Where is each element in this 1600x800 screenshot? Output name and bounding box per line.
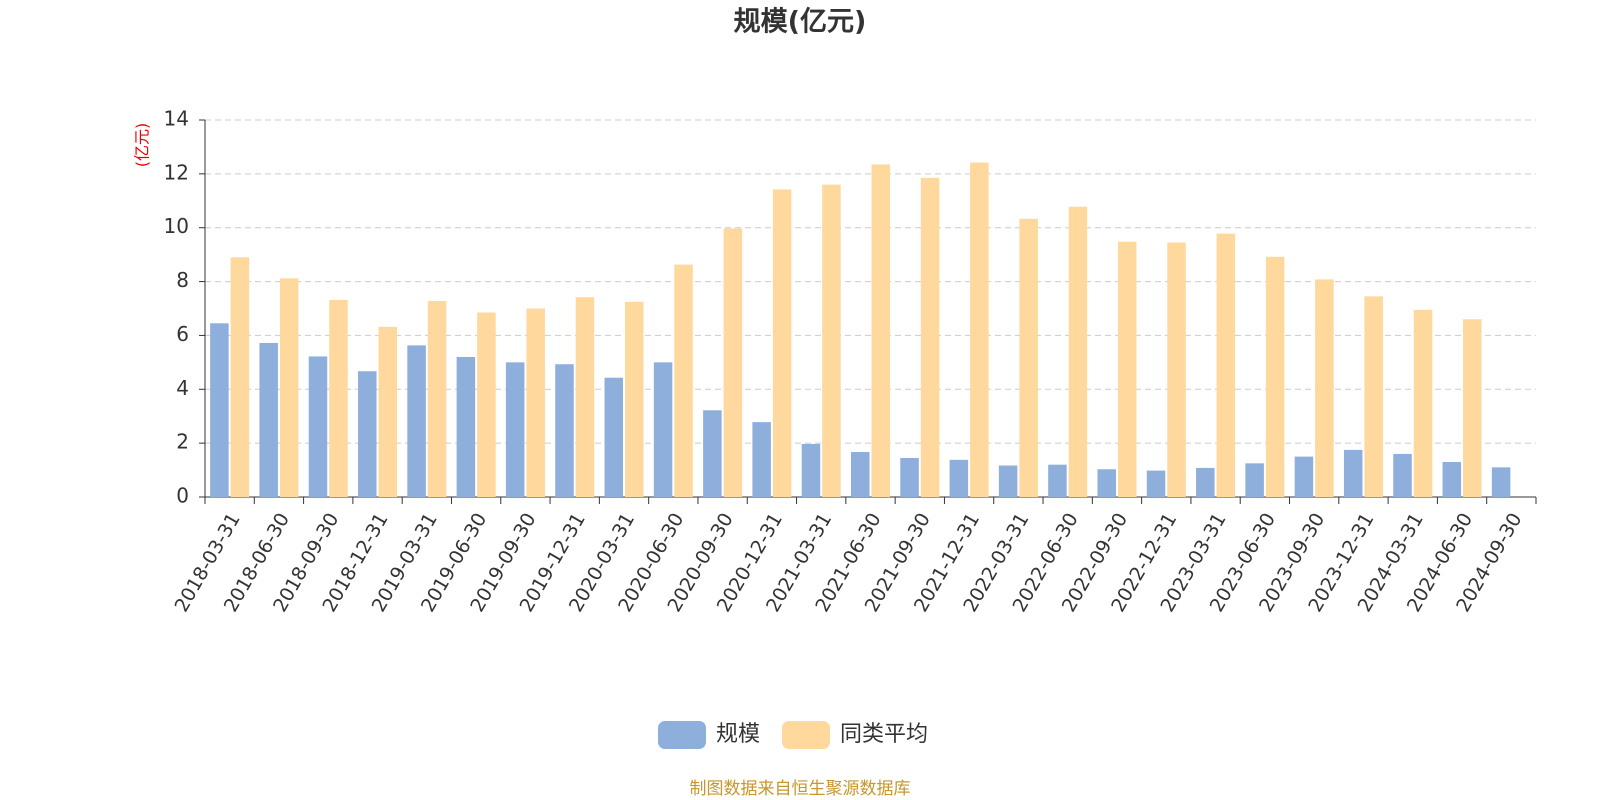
- bar: [1364, 296, 1383, 497]
- bar: [1019, 218, 1038, 497]
- bar: [259, 342, 278, 497]
- bar: [1294, 456, 1314, 497]
- y-axis-label: (亿元): [133, 123, 152, 168]
- bar: [1315, 279, 1334, 497]
- bar: [625, 301, 644, 497]
- legend-swatch: [782, 721, 831, 749]
- bar: [279, 278, 299, 497]
- bar: [1196, 467, 1215, 497]
- bar: [505, 362, 525, 497]
- bar: [1463, 319, 1482, 497]
- bar: [604, 377, 624, 497]
- legend-swatch: [658, 721, 706, 749]
- bar: [1117, 241, 1137, 497]
- chart-title: 规模(亿元): [734, 7, 867, 38]
- bar: [703, 410, 722, 497]
- bar: [822, 184, 841, 497]
- legend-label: 规模: [716, 722, 760, 747]
- y-tick-label: 4: [176, 376, 189, 400]
- bar: [752, 422, 771, 497]
- bar: [871, 164, 890, 498]
- bar: [456, 356, 476, 497]
- y-tick-label: 2: [176, 430, 189, 454]
- bar: [1491, 467, 1511, 497]
- y-tick-label: 12: [164, 160, 189, 184]
- bar: [308, 356, 328, 497]
- bar: [1343, 449, 1363, 497]
- bar: [949, 459, 969, 497]
- bar: [1245, 463, 1264, 497]
- bar: [555, 364, 574, 497]
- bar: [1097, 469, 1116, 497]
- bar: [723, 228, 743, 497]
- bar: [329, 299, 348, 497]
- bar: [920, 177, 940, 497]
- bar: [1393, 453, 1412, 497]
- bar: [653, 362, 673, 497]
- bar: [407, 345, 426, 497]
- bar: [358, 371, 377, 497]
- bar: [1068, 206, 1088, 497]
- bar: [1216, 233, 1236, 498]
- bar: [851, 452, 870, 497]
- bar: [575, 297, 595, 497]
- bar: [230, 257, 250, 497]
- bar: [900, 457, 919, 497]
- bar: [1167, 242, 1186, 497]
- bar: [1146, 470, 1166, 497]
- bar: [1442, 461, 1462, 497]
- bar: [674, 264, 693, 497]
- bar: [998, 465, 1018, 497]
- bar: [801, 443, 821, 497]
- source-note: 制图数据来自恒生聚源数据库: [690, 779, 911, 799]
- bar: [526, 308, 545, 497]
- y-tick-label: 10: [164, 214, 189, 238]
- bar: [970, 162, 989, 497]
- legend-label: 同类平均: [840, 722, 928, 747]
- bar: [1413, 309, 1433, 497]
- bar: [477, 312, 496, 497]
- y-tick-label: 6: [176, 322, 189, 346]
- bar: [772, 189, 792, 497]
- bar: [1048, 464, 1067, 497]
- bar: [210, 323, 229, 497]
- y-tick-label: 8: [176, 268, 189, 292]
- bar: [1265, 256, 1285, 497]
- bar: [427, 300, 447, 497]
- y-tick-label: 14: [164, 107, 189, 131]
- bar: [378, 326, 398, 497]
- y-tick-label: 0: [176, 484, 189, 508]
